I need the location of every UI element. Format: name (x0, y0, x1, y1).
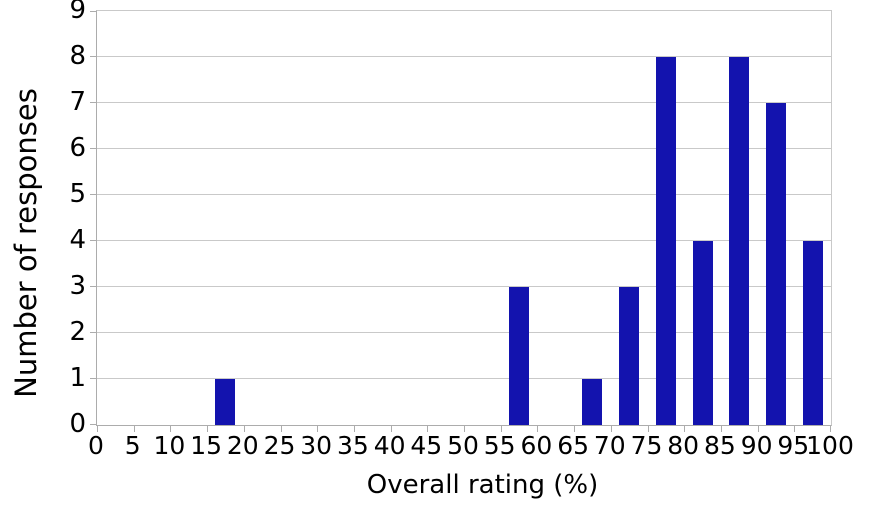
y-tick-label-2: 2 (69, 317, 86, 347)
gridline-y-6 (97, 148, 831, 149)
y-tick-label-1: 1 (69, 363, 86, 393)
bar-70-75 (619, 287, 640, 425)
y-tick-label-4: 4 (69, 225, 86, 255)
y-tick-label-7: 7 (69, 87, 86, 117)
plot-area (90, 10, 832, 432)
bar-80-85 (692, 241, 713, 425)
x-tick-label-25: 25 (263, 431, 296, 460)
x-tick-75 (647, 425, 649, 432)
x-tick-label-0: 0 (88, 431, 104, 460)
x-tick-60 (537, 425, 539, 432)
x-tick-label-30: 30 (300, 431, 333, 460)
gridline-y-3 (97, 286, 831, 287)
x-tick-100 (830, 425, 831, 432)
x-tick-label-100: 100 (806, 431, 854, 460)
bar-75-80 (655, 57, 676, 425)
x-tick-label-80: 80 (667, 431, 700, 460)
y-tick-4 (90, 240, 97, 241)
y-tick-label-8: 8 (69, 41, 86, 71)
x-tick-55 (500, 425, 502, 432)
y-tick-label-6: 6 (69, 133, 86, 163)
y-tick-7 (90, 102, 97, 103)
bar-55-60 (509, 287, 530, 425)
x-tick-label-40: 40 (373, 431, 406, 460)
bar-85-90 (729, 57, 750, 425)
gridline-y-5 (97, 194, 831, 195)
x-tick-45 (427, 425, 429, 432)
x-tick-35 (353, 425, 355, 432)
y-tick-label-0: 0 (69, 409, 86, 439)
x-tick-95 (794, 425, 796, 432)
y-tick-6 (90, 148, 97, 149)
x-axis-title: Overall rating (%) (366, 470, 599, 500)
x-tick-65 (574, 425, 576, 432)
x-tick-label-35: 35 (336, 431, 369, 460)
y-tick-1 (90, 378, 97, 379)
bar-90-95 (765, 103, 786, 425)
gridline-y-8 (97, 56, 831, 57)
x-tick-20 (243, 425, 245, 432)
x-tick-30 (317, 425, 319, 432)
x-tick-25 (280, 425, 282, 432)
x-axis-tick-labels: 0 5 10 15 20 25 30 35 40 45 50 55 60 65 70 75 80 85 90 95 10… (88, 431, 854, 461)
y-tick-8 (90, 56, 97, 57)
x-tick-70 (610, 425, 612, 432)
x-tick-label-15: 15 (190, 431, 222, 460)
gridline-y-7 (97, 102, 831, 103)
x-tick-label-70: 70 (593, 431, 626, 460)
x-tick-85 (720, 425, 722, 432)
y-tick-label-3: 3 (69, 271, 86, 301)
y-tick-label-9: 9 (69, 0, 86, 25)
y-axis-tick-labels: 0 1 2 3 4 5 6 7 8 9 (30, 0, 86, 437)
bar-15-20 (215, 379, 236, 425)
gridline-y-1 (97, 378, 831, 379)
y-tick-3 (90, 286, 97, 287)
gridline-y-2 (97, 332, 831, 333)
y-tick-0 (90, 424, 97, 425)
x-tick-label-60: 60 (520, 431, 553, 460)
x-tick-80 (684, 425, 686, 432)
gridline-y-4 (97, 240, 831, 241)
x-tick-label-75: 75 (630, 431, 663, 460)
x-tick-label-5: 5 (124, 431, 141, 460)
bar-95-100 (802, 241, 823, 425)
x-tick-label-90: 90 (740, 431, 773, 460)
x-tick-label-20: 20 (226, 431, 259, 460)
x-tick-5 (133, 425, 135, 432)
x-tick-90 (757, 425, 759, 432)
x-tick-label-10: 10 (153, 431, 186, 460)
x-tick-label-55: 55 (483, 431, 516, 460)
x-tick-label-45: 45 (410, 431, 443, 460)
x-tick-label-50: 50 (447, 431, 479, 460)
x-tick-label-65: 65 (557, 431, 589, 460)
x-tick-15 (207, 425, 209, 432)
x-tick-50 (464, 425, 465, 432)
bar-65-70 (582, 379, 603, 425)
x-tick-label-95: 95 (777, 431, 810, 460)
x-tick-label-85: 85 (703, 431, 736, 460)
y-tick-5 (90, 194, 97, 195)
x-tick-10 (170, 425, 172, 432)
y-tick-label-5: 5 (69, 179, 86, 209)
y-tick-9 (90, 11, 97, 12)
x-tick-0 (97, 425, 98, 432)
y-tick-2 (90, 332, 97, 333)
x-tick-40 (390, 425, 392, 432)
